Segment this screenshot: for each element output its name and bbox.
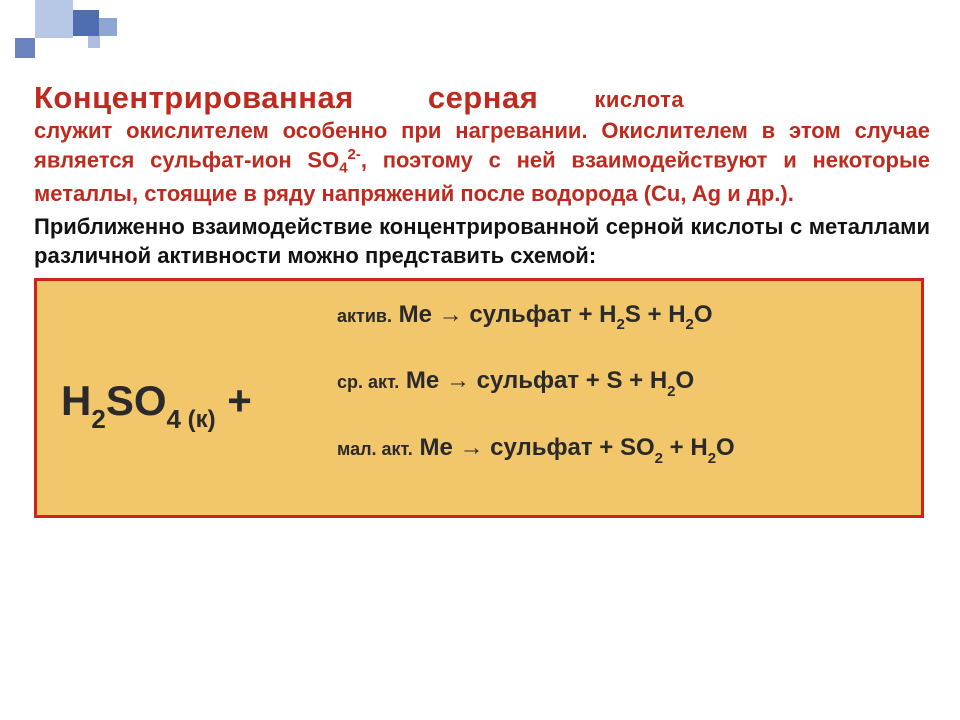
row-lead: актив. xyxy=(337,306,392,326)
lhs-4: 4 xyxy=(167,404,181,434)
lhs-k: (к) xyxy=(181,406,216,433)
row-sub1: 2 xyxy=(667,383,675,400)
title-word-2: серная xyxy=(428,80,538,115)
reaction-row-low: мал. акт. Ме → сульфат + SO2 + H2O xyxy=(337,434,901,465)
arrow-icon: → xyxy=(439,301,463,328)
deco-square xyxy=(35,0,73,38)
paragraph-1: служит окислителем особенно при нагреван… xyxy=(34,116,930,208)
lhs-h: H xyxy=(61,377,91,424)
reaction-rhs: актив. Ме → сульфат + H2S + H2O ср. акт.… xyxy=(337,301,901,465)
deco-square xyxy=(88,36,100,48)
so4-sub: 4 xyxy=(339,160,347,177)
title-word-1: Концентрированная xyxy=(34,80,354,115)
reaction-lhs: H2SO4 (к) + xyxy=(61,377,252,431)
row-tail: O xyxy=(676,367,695,394)
row-prod: сульфат + SO xyxy=(483,434,654,461)
lhs-2a: 2 xyxy=(91,404,105,434)
corner-decoration xyxy=(0,0,240,60)
row-prod: сульфат + H xyxy=(463,301,617,328)
row-me: Ме xyxy=(399,367,446,394)
so4-sup: 2- xyxy=(348,146,361,163)
deco-square xyxy=(99,18,117,36)
row-lead: мал. акт. xyxy=(337,439,413,459)
reaction-box: H2SO4 (к) + актив. Ме → сульфат + H2S + … xyxy=(34,278,924,518)
reaction-row-active: актив. Ме → сульфат + H2S + H2O xyxy=(337,301,901,332)
lhs-s: S xyxy=(106,377,134,424)
row-sub2: 2 xyxy=(686,316,694,333)
row-tail: S + H xyxy=(625,301,686,328)
row-tail2: O xyxy=(694,301,713,328)
row-prod: сульфат + S + H xyxy=(470,367,667,394)
arrow-icon: → xyxy=(459,434,483,461)
deco-square xyxy=(73,10,99,36)
row-me: Ме xyxy=(392,301,439,328)
row-tail: + H xyxy=(663,434,708,461)
title-row: Концентрированная серная кислота xyxy=(34,80,930,116)
row-tail2: O xyxy=(716,434,735,461)
title-word-3: кислота xyxy=(594,87,684,112)
lhs-o: O xyxy=(134,377,167,424)
row-lead: ср. акт. xyxy=(337,372,399,392)
row-sub2: 2 xyxy=(708,450,716,467)
reaction-row-medium: ср. акт. Ме → сульфат + S + H2O xyxy=(337,367,901,398)
row-sub1: 2 xyxy=(617,316,625,333)
lhs-plus: + xyxy=(216,377,252,424)
arrow-icon: → xyxy=(446,367,470,394)
slide-content: Концентрированная серная кислота служит ок… xyxy=(34,80,930,518)
row-me: Ме xyxy=(413,434,460,461)
deco-square xyxy=(15,38,35,58)
paragraph-2: Приближенно взаимодействие концентрирова… xyxy=(34,212,930,270)
row-sub1: 2 xyxy=(655,450,663,467)
